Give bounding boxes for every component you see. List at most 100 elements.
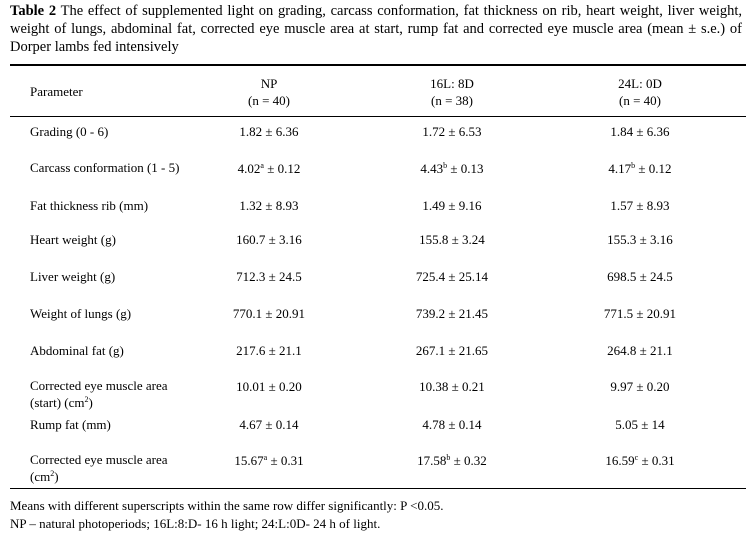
value-cell: 5.05 ± 14 (550, 416, 730, 433)
caption: Table 2 The effect of supplemented light… (10, 2, 742, 56)
cell-text: ) (54, 469, 59, 484)
cell-text: 4.02 (237, 161, 261, 176)
cell-text: ± 0.31 (638, 453, 675, 468)
value-cell: 1.82 ± 6.36 (179, 123, 359, 140)
cell-text: 155.8 ± 3.24 (419, 232, 485, 247)
cell-text: 1.32 ± 8.93 (239, 198, 299, 213)
cell-text: ± 0.12 (263, 161, 301, 176)
value-cell: 1.72 ± 6.53 (362, 123, 542, 140)
header-cell: NP (n = 40) (179, 75, 359, 109)
value-cell: 155.8 ± 3.24 (362, 231, 542, 248)
cell-text: 9.97 ± 0.20 (610, 379, 670, 394)
superscript: b (443, 161, 448, 170)
cell-text: 4.43 (420, 161, 444, 176)
value-cell: 4.67 ± 0.14 (179, 416, 359, 433)
cell-text: 1.49 ± 9.16 (422, 198, 482, 213)
cell-text: 712.3 ± 24.5 (236, 269, 302, 284)
cell-text: 770.1 ± 20.91 (232, 306, 306, 321)
value-cell: 16.59c ± 0.31 (550, 452, 730, 469)
value-cell: 15.67a ± 0.31 (179, 452, 359, 469)
cell-text: 160.7 ± 3.16 (236, 232, 302, 247)
value-cell: 4.17b ± 0.12 (550, 160, 730, 177)
value-cell: 712.3 ± 24.5 (179, 268, 359, 285)
cell-text: 4.67 ± 0.14 (239, 417, 299, 432)
value-cell: 160.7 ± 3.16 (179, 231, 359, 248)
cell-text: Grading (0 - 6) (30, 124, 109, 139)
cell-text: 5.05 ± 14 (615, 417, 665, 432)
parameter-cell: Corrected eye muscle area (cm2) (30, 451, 180, 485)
header-cell: 24L: 0D (n = 40) (550, 75, 730, 109)
cell-text: 10.38 ± 0.21 (419, 379, 485, 394)
value-cell: 264.8 ± 21.1 (550, 342, 730, 359)
header-text: 24L: 0D (618, 76, 662, 91)
value-cell: 10.01 ± 0.20 (179, 378, 359, 395)
cell-text: 4.17 (608, 161, 632, 176)
header-text: Parameter (30, 84, 83, 99)
parameter-cell: Fat thickness rib (mm) (30, 197, 180, 214)
cell-text: 16.59 (605, 453, 635, 468)
value-cell: 698.5 ± 24.5 (550, 268, 730, 285)
cell-text: Abdominal fat (g) (30, 343, 124, 358)
superscript: 2 (50, 469, 55, 478)
footnote: Means with different superscripts within… (10, 498, 444, 513)
header-text: (n = 40) (248, 93, 290, 108)
cell-text: 155.3 ± 3.16 (607, 232, 673, 247)
value-cell: 725.4 ± 25.14 (362, 268, 542, 285)
cell-text: Corrected eye muscle area (cm (30, 452, 168, 484)
parameter-cell: Corrected eye muscle area (start) (cm2) (30, 377, 180, 411)
value-cell: 1.84 ± 6.36 (550, 123, 730, 140)
header-cell: Parameter (30, 83, 180, 100)
value-cell: 9.97 ± 0.20 (550, 378, 730, 395)
header-text: NP (260, 76, 278, 91)
cell-text: 1.57 ± 8.93 (610, 198, 670, 213)
cell-text: Corrected eye muscle area (start) (cm (30, 378, 168, 410)
cell-text: 771.5 ± 20.91 (603, 306, 677, 321)
caption-text: The effect of supplemented light on grad… (10, 3, 742, 55)
header-text: (n = 38) (431, 93, 473, 108)
cell-text: 15.67 (234, 453, 264, 468)
parameter-cell: Carcass conformation (1 - 5) (30, 159, 180, 176)
cell-text: 1.82 ± 6.36 (239, 124, 299, 139)
cell-text: 1.84 ± 6.36 (610, 124, 670, 139)
parameter-cell: Abdominal fat (g) (30, 342, 180, 359)
header-rule (10, 116, 746, 117)
value-cell: 770.1 ± 20.91 (179, 305, 359, 322)
cell-text: 10.01 ± 0.20 (236, 379, 302, 394)
cell-text: Liver weight (g) (30, 269, 116, 284)
superscript: a (260, 161, 264, 170)
parameter-cell: Heart weight (g) (30, 231, 180, 248)
value-cell: 4.78 ± 0.14 (362, 416, 542, 433)
value-cell: 17.58b ± 0.32 (362, 452, 542, 469)
value-cell: 1.32 ± 8.93 (179, 197, 359, 214)
parameter-cell: Grading (0 - 6) (30, 123, 180, 140)
parameter-cell: Weight of lungs (g) (30, 305, 180, 322)
cell-text: Heart weight (g) (30, 232, 116, 247)
cell-text: ± 0.31 (267, 453, 304, 468)
cell-text: 267.1 ± 21.65 (415, 343, 489, 358)
cell-text: 264.8 ± 21.1 (607, 343, 673, 358)
caption-label: Table 2 (10, 3, 57, 19)
cell-text: 217.6 ± 21.1 (236, 343, 302, 358)
cell-text: 725.4 ± 25.14 (415, 269, 489, 284)
cell-text: ) (88, 395, 93, 410)
cell-text: Fat thickness rib (mm) (30, 198, 149, 213)
superscript: a (263, 453, 268, 462)
value-cell: 4.43b ± 0.13 (362, 160, 542, 177)
value-cell: 4.02a ± 0.12 (179, 160, 359, 177)
value-cell: 1.57 ± 8.93 (550, 197, 730, 214)
superscript: 2 (84, 395, 89, 404)
header-text: (n = 40) (619, 93, 661, 108)
cell-text: Weight of lungs (g) (30, 306, 132, 321)
cell-text: 4.78 ± 0.14 (422, 417, 482, 432)
superscript: b (446, 453, 451, 462)
header-cell: 16L: 8D (n = 38) (362, 75, 542, 109)
superscript: c (634, 453, 639, 462)
value-cell: 267.1 ± 21.65 (362, 342, 542, 359)
value-cell: 1.49 ± 9.16 (362, 197, 542, 214)
cell-text: 739.2 ± 21.45 (415, 306, 489, 321)
cell-text: ± 0.32 (450, 453, 487, 468)
value-cell: 155.3 ± 3.16 (550, 231, 730, 248)
bottom-rule (10, 488, 746, 489)
cell-text: Rump fat (mm) (30, 417, 111, 432)
